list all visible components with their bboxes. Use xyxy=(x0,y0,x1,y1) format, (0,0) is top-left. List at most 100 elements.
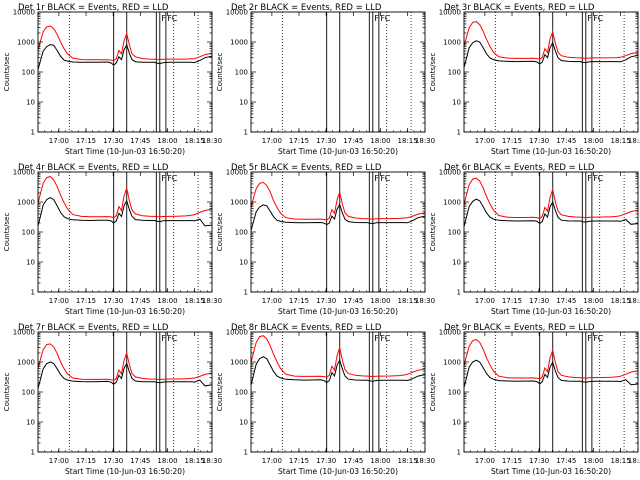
flag-label: F xyxy=(374,334,379,343)
x-tick-label: 18:30 xyxy=(202,137,222,145)
y-tick-label: 10000 xyxy=(13,329,35,337)
x-tick-label: 17:00 xyxy=(475,457,495,465)
x-tick-label: 18:15 xyxy=(398,457,418,465)
x-tick-label: 18:15 xyxy=(611,137,631,145)
x-tick-label: 18:00 xyxy=(583,297,603,305)
y-tick-label: 1 xyxy=(244,449,248,457)
x-tick-label: 17:45 xyxy=(130,297,150,305)
panel-title: Det 4r BLACK = Events, RED = LLD xyxy=(18,163,169,173)
flag-label: F xyxy=(167,174,172,183)
y-tick-label: 10000 xyxy=(13,9,35,17)
flag-label: F xyxy=(380,174,385,183)
plot-frame xyxy=(250,11,426,133)
x-tick-label: 17:15 xyxy=(76,457,96,465)
y-tick-label: 10000 xyxy=(226,169,248,177)
x-tick-label: 17:15 xyxy=(502,297,522,305)
y-axis-label: Counts/sec xyxy=(216,213,224,252)
series-events-line xyxy=(464,40,638,68)
flag-label: C xyxy=(598,14,604,23)
y-tick-label: 1 xyxy=(457,289,461,297)
x-tick-label: 17:30 xyxy=(529,457,549,465)
y-axis-label: Counts/sec xyxy=(216,373,224,412)
flag-label: F xyxy=(374,174,379,183)
plot-frame xyxy=(37,11,213,133)
flag-label: F xyxy=(593,174,598,183)
y-tick-label: 10 xyxy=(452,99,461,107)
y-axis-label: Counts/sec xyxy=(429,53,437,92)
flag-label: C xyxy=(385,174,391,183)
panel-8: Det 8r BLACK = Events, RED = LLD Start Ti… xyxy=(216,323,435,476)
x-tick-label: 18:30 xyxy=(202,457,222,465)
y-tick-label: 100 xyxy=(22,389,35,397)
x-tick-label: 17:30 xyxy=(103,137,123,145)
panel-3: Det 3r BLACK = Events, RED = LLD Start Ti… xyxy=(429,3,640,156)
series-lld-line xyxy=(38,25,212,62)
y-tick-label: 10 xyxy=(239,259,248,267)
flag-label: C xyxy=(385,334,391,343)
x-tick-label: 18:00 xyxy=(157,297,177,305)
x-tick-label: 17:00 xyxy=(262,457,282,465)
y-tick-label: 1 xyxy=(457,129,461,137)
x-tick-label: 17:00 xyxy=(262,297,282,305)
panel-1: Det 1r BLACK = Events, RED = LLD Start Ti… xyxy=(3,3,222,156)
x-tick-label: 18:15 xyxy=(611,297,631,305)
x-tick-label: 17:45 xyxy=(343,137,363,145)
x-axis-label: Start Time (10-Jun-03 16:50:20) xyxy=(278,467,398,476)
y-tick-label: 1000 xyxy=(443,199,461,207)
x-tick-label: 17:30 xyxy=(316,137,336,145)
flag-label: F xyxy=(587,334,592,343)
y-tick-label: 10 xyxy=(26,99,35,107)
x-tick-label: 18:15 xyxy=(398,137,418,145)
y-tick-label: 10000 xyxy=(226,329,248,337)
x-tick-label: 17:15 xyxy=(502,457,522,465)
y-tick-label: 100 xyxy=(448,229,461,237)
y-tick-label: 10 xyxy=(26,419,35,427)
y-tick-label: 1 xyxy=(31,289,35,297)
x-tick-label: 17:15 xyxy=(76,137,96,145)
y-tick-label: 10 xyxy=(239,99,248,107)
flag-label: C xyxy=(385,14,391,23)
panel-6: Det 6r BLACK = Events, RED = LLD Start Ti… xyxy=(429,163,640,316)
panel-title: Det 7r BLACK = Events, RED = LLD xyxy=(18,323,169,333)
x-axis-label: Start Time (10-Jun-03 16:50:20) xyxy=(65,147,185,156)
y-tick-label: 1000 xyxy=(17,359,35,367)
x-tick-label: 17:15 xyxy=(76,297,96,305)
panel-5: Det 5r BLACK = Events, RED = LLD Start Ti… xyxy=(216,163,435,316)
x-tick-label: 17:30 xyxy=(529,297,549,305)
y-tick-label: 1000 xyxy=(230,199,248,207)
plot-frame xyxy=(463,11,639,133)
flag-label: F xyxy=(161,334,166,343)
x-axis-label: Start Time (10-Jun-03 16:50:20) xyxy=(491,147,611,156)
flag-label: C xyxy=(172,334,178,343)
flag-label: F xyxy=(593,334,598,343)
y-axis-label: Counts/sec xyxy=(429,373,437,412)
x-tick-label: 17:00 xyxy=(262,137,282,145)
y-tick-label: 100 xyxy=(235,229,248,237)
y-tick-label: 10000 xyxy=(439,9,461,17)
y-tick-label: 1000 xyxy=(443,39,461,47)
y-tick-label: 1 xyxy=(244,289,248,297)
y-tick-label: 1 xyxy=(31,129,35,137)
x-tick-label: 18:15 xyxy=(611,457,631,465)
x-tick-label: 17:00 xyxy=(475,297,495,305)
plot-frame xyxy=(463,331,639,453)
x-tick-label: 17:45 xyxy=(343,297,363,305)
series-lld-line xyxy=(464,339,638,380)
panel-title: Det 1r BLACK = Events, RED = LLD xyxy=(18,3,169,13)
x-tick-label: 18:15 xyxy=(185,457,205,465)
x-tick-label: 18:00 xyxy=(370,457,390,465)
x-tick-label: 18:15 xyxy=(398,297,418,305)
x-tick-label: 18:00 xyxy=(370,297,390,305)
y-tick-label: 1000 xyxy=(17,199,35,207)
x-tick-label: 18:00 xyxy=(370,137,390,145)
plot-frame xyxy=(250,331,426,453)
x-tick-label: 17:30 xyxy=(103,297,123,305)
flag-label: F xyxy=(161,14,166,23)
x-tick-label: 17:15 xyxy=(289,457,309,465)
